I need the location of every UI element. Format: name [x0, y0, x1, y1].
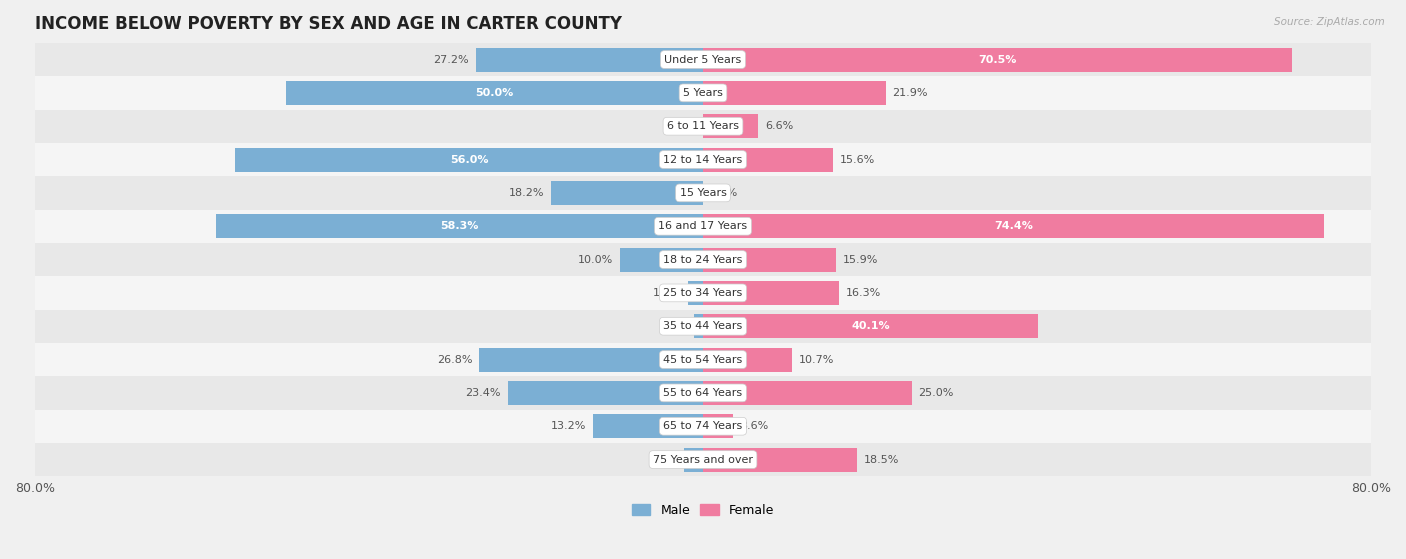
Text: 27.2%: 27.2%	[433, 55, 470, 64]
Bar	[35, 443, 1371, 476]
Bar	[285, 81, 703, 105]
Text: 10.7%: 10.7%	[799, 354, 834, 364]
Text: 1.1%: 1.1%	[659, 321, 688, 331]
Text: 25.0%: 25.0%	[918, 388, 953, 398]
Text: 21.9%: 21.9%	[893, 88, 928, 98]
Text: 56.0%: 56.0%	[450, 154, 488, 164]
Bar	[593, 414, 703, 438]
Bar	[508, 381, 703, 405]
Bar	[703, 148, 834, 172]
Legend: Male, Female: Male, Female	[627, 499, 779, 522]
Bar	[217, 214, 703, 238]
Text: 45 to 54 Years: 45 to 54 Years	[664, 354, 742, 364]
Text: 13.2%: 13.2%	[551, 421, 586, 431]
Bar	[235, 148, 703, 172]
Bar	[703, 381, 911, 405]
Text: 26.8%: 26.8%	[437, 354, 472, 364]
Bar	[703, 114, 758, 138]
Text: Source: ZipAtlas.com: Source: ZipAtlas.com	[1274, 17, 1385, 27]
Text: 16.3%: 16.3%	[846, 288, 882, 298]
Text: 15 Years: 15 Years	[679, 188, 727, 198]
Bar	[35, 243, 1371, 276]
Text: 12 to 14 Years: 12 to 14 Years	[664, 154, 742, 164]
Text: 65 to 74 Years: 65 to 74 Years	[664, 421, 742, 431]
Text: INCOME BELOW POVERTY BY SEX AND AGE IN CARTER COUNTY: INCOME BELOW POVERTY BY SEX AND AGE IN C…	[35, 15, 621, 33]
Bar	[35, 210, 1371, 243]
Bar	[35, 143, 1371, 176]
Text: 70.5%: 70.5%	[979, 55, 1017, 64]
Text: 50.0%: 50.0%	[475, 88, 513, 98]
Text: 35 to 44 Years: 35 to 44 Years	[664, 321, 742, 331]
Text: 18 to 24 Years: 18 to 24 Years	[664, 254, 742, 264]
Text: 16 and 17 Years: 16 and 17 Years	[658, 221, 748, 231]
Bar	[479, 348, 703, 372]
Text: 6 to 11 Years: 6 to 11 Years	[666, 121, 740, 131]
Bar	[693, 314, 703, 338]
Text: 15.6%: 15.6%	[839, 154, 875, 164]
Bar	[35, 276, 1371, 310]
Bar	[35, 410, 1371, 443]
Text: 5 Years: 5 Years	[683, 88, 723, 98]
Text: 74.4%: 74.4%	[994, 221, 1033, 231]
Bar	[683, 448, 703, 472]
Bar	[703, 448, 858, 472]
Bar	[35, 176, 1371, 210]
Bar	[703, 414, 733, 438]
Text: 25 to 34 Years: 25 to 34 Years	[664, 288, 742, 298]
Bar	[35, 343, 1371, 376]
Text: 58.3%: 58.3%	[440, 221, 479, 231]
Bar	[35, 43, 1371, 76]
Bar	[35, 310, 1371, 343]
Text: Under 5 Years: Under 5 Years	[665, 55, 741, 64]
Bar	[620, 248, 703, 272]
Bar	[703, 281, 839, 305]
Text: 6.6%: 6.6%	[765, 121, 793, 131]
Text: 18.2%: 18.2%	[509, 188, 544, 198]
Text: 40.1%: 40.1%	[851, 321, 890, 331]
Text: 10.0%: 10.0%	[578, 254, 613, 264]
Text: 75 Years and over: 75 Years and over	[652, 454, 754, 465]
Text: 3.6%: 3.6%	[740, 421, 768, 431]
Bar	[703, 81, 886, 105]
Text: 1.8%: 1.8%	[652, 288, 682, 298]
Text: 55 to 64 Years: 55 to 64 Years	[664, 388, 742, 398]
Bar	[703, 214, 1324, 238]
Text: 2.3%: 2.3%	[648, 454, 678, 465]
Bar	[703, 314, 1038, 338]
Bar	[35, 376, 1371, 410]
Bar	[703, 348, 793, 372]
Text: 0.0%: 0.0%	[710, 188, 738, 198]
Bar	[35, 110, 1371, 143]
Bar	[35, 76, 1371, 110]
Bar	[475, 48, 703, 72]
Text: 18.5%: 18.5%	[865, 454, 900, 465]
Bar	[688, 281, 703, 305]
Bar	[551, 181, 703, 205]
Text: 15.9%: 15.9%	[842, 254, 877, 264]
Text: 23.4%: 23.4%	[465, 388, 501, 398]
Bar	[703, 248, 835, 272]
Text: 0.0%: 0.0%	[668, 121, 696, 131]
Bar	[703, 48, 1292, 72]
